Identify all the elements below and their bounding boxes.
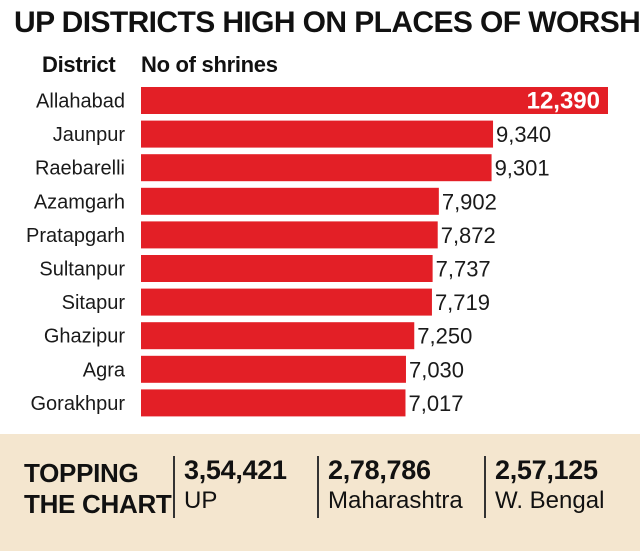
- shrines-column-header: No of shrines: [141, 52, 278, 77]
- footer-divider: [173, 456, 175, 518]
- footer-title: TOPPING THE CHART: [24, 458, 172, 520]
- category-label: Agra: [83, 359, 126, 381]
- value-label: 7,017: [408, 391, 463, 416]
- value-label: 7,719: [435, 290, 490, 315]
- bar: [141, 389, 406, 417]
- stat-value: 2,57,125: [495, 455, 598, 485]
- stat-w-bengal: 2,57,125 W. Bengal: [495, 454, 604, 516]
- value-label: 7,872: [441, 223, 496, 248]
- value-label: 9,301: [495, 156, 550, 181]
- stat-label: UP: [184, 487, 218, 514]
- bar: [141, 288, 432, 316]
- value-label: 12,390: [527, 88, 600, 115]
- stat-maharashtra: 2,78,786 Maharashtra: [328, 454, 463, 516]
- category-label: Sultanpur: [39, 259, 125, 281]
- value-label: 7,030: [409, 357, 464, 382]
- stat-up: 3,54,421 UP: [184, 454, 287, 516]
- bar-chart: Allahabad 12,390 Jaunpur 9,340 Raebarelli 9,3…: [26, 87, 608, 417]
- footer-title-line-2: THE CHART: [24, 489, 172, 519]
- value-label: 7,737: [436, 257, 491, 282]
- category-label: Ghazipur: [44, 326, 125, 348]
- category-label: Gorakhpur: [31, 393, 126, 415]
- value-label: 7,902: [442, 189, 497, 214]
- value-label: 7,250: [417, 324, 472, 349]
- stat-label: Maharashtra: [328, 487, 463, 514]
- stat-label: W. Bengal: [495, 487, 605, 514]
- stat-value: 3,54,421: [184, 455, 287, 485]
- district-column-header: District: [42, 52, 116, 77]
- bar: [141, 154, 492, 182]
- topping-the-chart-panel: TOPPING THE CHART 3,54,421 UP 2,78,786 M…: [0, 434, 640, 551]
- category-label: Raebarelli: [35, 158, 125, 180]
- category-label: Jaunpur: [53, 124, 126, 146]
- category-label: Azamgarh: [34, 191, 125, 213]
- bar: [141, 187, 439, 215]
- category-label: Pratapgarh: [26, 225, 125, 247]
- bar: [141, 322, 415, 350]
- bar: [141, 355, 406, 383]
- footer-divider: [317, 456, 319, 518]
- bar: [141, 87, 608, 114]
- category-label: Allahabad: [36, 91, 125, 113]
- bar: [141, 221, 438, 249]
- footer-title-line-1: TOPPING: [24, 458, 139, 488]
- category-label: Sitapur: [62, 292, 126, 314]
- bar: [141, 255, 433, 282]
- value-label: 9,340: [496, 122, 551, 147]
- stat-value: 2,78,786: [328, 455, 431, 485]
- footer-divider: [484, 456, 486, 518]
- bar: [141, 120, 494, 148]
- chart-title: UP DISTRICTS HIGH ON PLACES OF WORSHIP: [14, 6, 640, 39]
